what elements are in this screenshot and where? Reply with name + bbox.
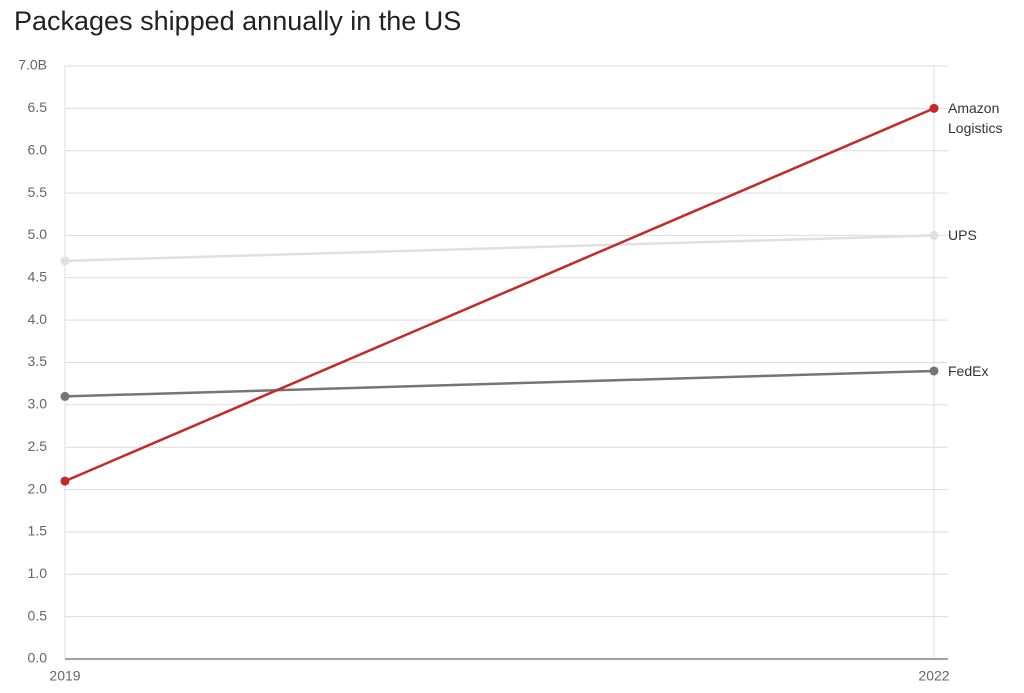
y-tick-label: 0.0 — [28, 650, 48, 666]
y-tick-label: 1.5 — [28, 523, 48, 539]
y-tick-label: 4.5 — [28, 268, 48, 284]
y-tick-label: 2.5 — [28, 438, 48, 454]
x-tick-label: 2022 — [918, 668, 949, 684]
data-point — [929, 103, 939, 113]
y-tick-label: 3.5 — [28, 353, 48, 369]
y-tick-label: 5.5 — [28, 184, 48, 200]
data-point — [60, 476, 70, 486]
chart-title: Packages shipped annually in the US — [14, 6, 462, 36]
series-label: UPS — [948, 227, 977, 244]
data-point — [929, 230, 939, 240]
data-point — [60, 256, 70, 266]
y-tick-label: 5.0 — [28, 226, 48, 242]
y-tick-label: 4.0 — [28, 311, 48, 327]
y-tick-label: 0.5 — [28, 607, 48, 623]
series-line — [64, 369, 935, 398]
y-tick-label: 3.0 — [28, 396, 48, 412]
series-line — [64, 234, 935, 263]
series-label: Amazon Logistics — [948, 100, 1003, 137]
data-point — [929, 366, 939, 376]
y-tick-label: 6.5 — [28, 99, 48, 115]
x-tick-label: 2019 — [49, 668, 80, 684]
y-tick-label: 7.0B — [18, 57, 47, 73]
data-point — [60, 391, 70, 401]
series-line — [64, 107, 935, 483]
y-tick-label: 1.0 — [28, 565, 48, 581]
y-tick-label: 2.0 — [28, 480, 48, 496]
series-label: FedEx — [948, 362, 989, 379]
y-tick-label: 6.0 — [28, 141, 48, 157]
